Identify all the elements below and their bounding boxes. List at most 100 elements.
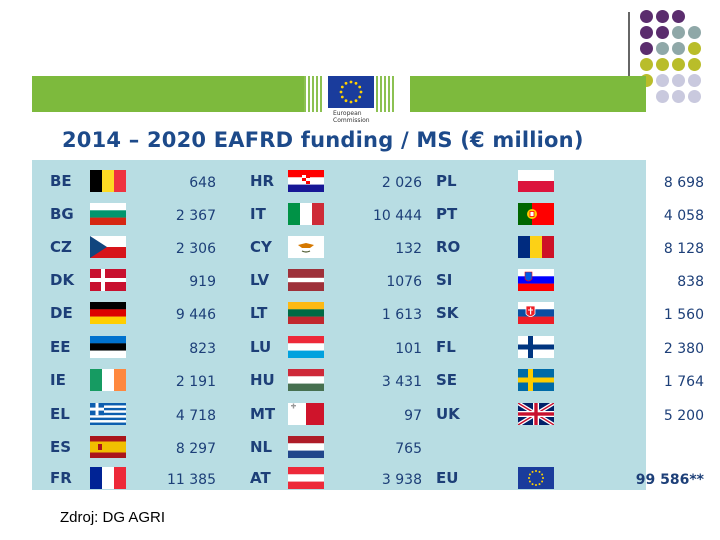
eu-flag-icon	[328, 76, 374, 108]
funding-value: 2 306	[175, 241, 216, 257]
country-code: PT	[436, 205, 458, 223]
flag-lv-icon	[288, 269, 324, 291]
flag-ee-icon	[90, 336, 126, 358]
flag-pt-icon	[518, 203, 554, 225]
funding-value: 3 431	[381, 374, 422, 390]
decorative-dot	[656, 90, 669, 103]
flag-sk-icon	[518, 302, 554, 324]
country-row-si: SI 838	[412, 265, 704, 298]
funding-value: 765	[395, 441, 422, 457]
country-row-hr: HR 2 026	[230, 166, 460, 199]
flag-hr-icon	[288, 170, 324, 192]
country-code: SK	[436, 304, 459, 322]
country-row-lu: LU 101	[230, 332, 460, 365]
funding-value: 97	[404, 408, 422, 424]
funding-value: 1 560	[663, 307, 704, 323]
funding-value: 919	[189, 274, 216, 290]
country-row-be: BE 648	[32, 166, 262, 199]
decorative-dot	[672, 90, 685, 103]
funding-value: 101	[395, 341, 422, 357]
flag-bg-icon	[90, 203, 126, 225]
funding-value: 11 385	[167, 472, 216, 488]
decorative-dot	[656, 58, 669, 71]
decorative-dot	[688, 58, 701, 71]
funding-table: BE 648 BG 2 367 CZ 2 306 DK 919 DE 9 446 EE 823 IE 2 …	[32, 160, 704, 490]
flag-nl-icon	[288, 436, 324, 458]
country-code: SE	[436, 371, 458, 389]
funding-value: 648	[189, 175, 216, 191]
decorative-dots	[640, 10, 720, 120]
flag-el-icon	[90, 403, 126, 425]
country-row-es: ES 8 297	[32, 432, 262, 465]
country-row-cy: CY 132	[230, 232, 460, 265]
country-row-it: IT 10 444	[230, 199, 460, 232]
flag-it-icon	[288, 203, 324, 225]
country-row-hu: HU 3 431	[230, 365, 460, 398]
country-row-lt: LT 1 613	[230, 298, 460, 331]
decorative-dot	[688, 90, 701, 103]
country-code: IT	[250, 205, 266, 223]
country-row-sk: SK 1 560	[412, 298, 704, 331]
decorative-dot	[672, 74, 685, 87]
country-code: HR	[250, 172, 275, 190]
country-row-nl: NL 765	[230, 432, 460, 465]
logo-stripes-left	[304, 76, 324, 112]
funding-value: 1076	[386, 274, 422, 290]
country-code: FL	[436, 338, 456, 356]
flag-be-icon	[90, 170, 126, 192]
country-code: EU	[436, 469, 459, 487]
flag-fi-icon	[518, 336, 554, 358]
decorative-dot	[656, 10, 669, 23]
country-row-fl: FL 2 380	[412, 332, 704, 365]
logo-text: European Commission	[333, 110, 370, 124]
flag-eu-icon	[518, 467, 554, 489]
flag-hu-icon	[288, 369, 324, 391]
country-code: IE	[50, 371, 66, 389]
decorative-dot	[656, 26, 669, 39]
flag-de-icon	[90, 302, 126, 324]
decorative-dot	[640, 42, 653, 55]
funding-value: 8 128	[663, 241, 704, 257]
funding-value: 1 764	[663, 374, 704, 390]
flag-uk-icon	[518, 403, 554, 425]
country-row-el: EL 4 718	[32, 399, 262, 432]
country-row-pt: PT 4 058	[412, 199, 704, 232]
page-title: 2014 – 2020 EAFRD funding / MS (€ millio…	[62, 128, 584, 152]
flag-ro-icon	[518, 236, 554, 258]
country-code: EE	[50, 338, 71, 356]
country-row-mt: MT 97	[230, 399, 460, 432]
decorative-dot	[656, 74, 669, 87]
country-row-ro: RO 8 128	[412, 232, 704, 265]
country-row-ee: EE 823	[32, 332, 262, 365]
country-code: NL	[250, 438, 273, 456]
country-row-uk: UK 5 200	[412, 399, 704, 432]
country-row-eu: EU 99 586**	[412, 463, 704, 496]
country-row-dk: DK 919	[32, 265, 262, 298]
country-row-bg: BG 2 367	[32, 199, 262, 232]
funding-value: 2 191	[175, 374, 216, 390]
country-code: BG	[50, 205, 74, 223]
funding-value: 8 297	[175, 441, 216, 457]
country-code: LU	[250, 338, 272, 356]
flag-es-icon	[90, 436, 126, 458]
country-row-se: SE 1 764	[412, 365, 704, 398]
funding-value: 4 718	[175, 408, 216, 424]
country-code: LV	[250, 271, 270, 289]
logo-stripes-right	[376, 76, 396, 112]
decorative-dot	[640, 58, 653, 71]
funding-value: 838	[677, 274, 704, 290]
flag-cz-icon	[90, 236, 126, 258]
funding-value: 2 026	[381, 175, 422, 191]
country-row-lv: LV 1076	[230, 265, 460, 298]
flag-ie-icon	[90, 369, 126, 391]
decorative-dot	[688, 26, 701, 39]
funding-value: 3 938	[381, 472, 422, 488]
flag-lu-icon	[288, 336, 324, 358]
flag-cy-icon	[288, 236, 324, 258]
country-row-de: DE 9 446	[32, 298, 262, 331]
flag-si-icon	[518, 269, 554, 291]
decorative-dot	[688, 74, 701, 87]
decorative-dot	[672, 10, 685, 23]
funding-value: 2 380	[663, 341, 704, 357]
country-code: LT	[250, 304, 268, 322]
